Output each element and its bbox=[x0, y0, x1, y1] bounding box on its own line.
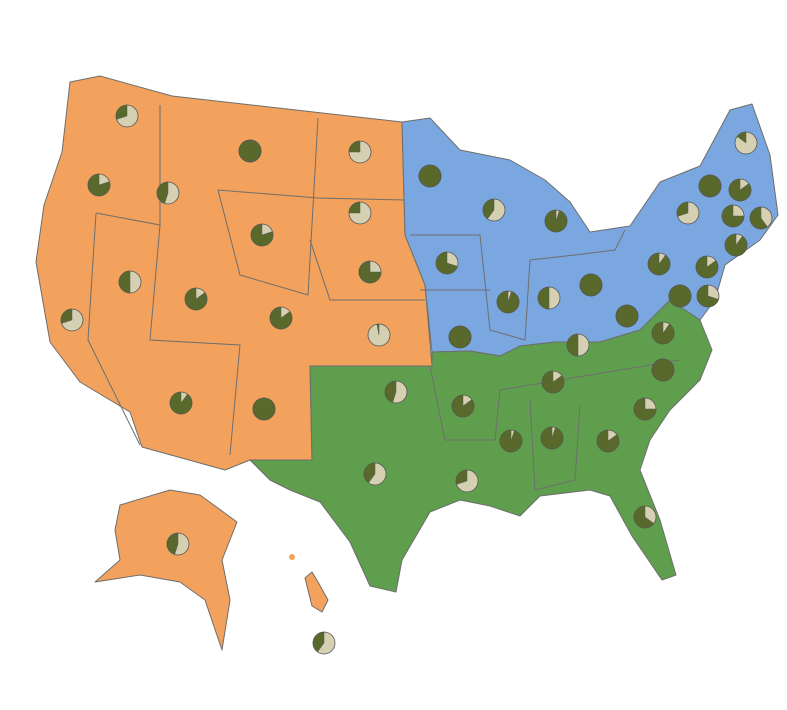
pie-slice bbox=[87, 173, 111, 197]
pie-slice bbox=[156, 181, 169, 204]
south-states bbox=[249, 299, 713, 593]
pie-slice bbox=[579, 273, 603, 297]
state-borders bbox=[87, 212, 141, 446]
pie-slice bbox=[348, 140, 361, 153]
pie-slice bbox=[596, 429, 620, 453]
hawaii-island bbox=[289, 554, 295, 560]
northeast-states bbox=[401, 103, 779, 357]
pie-slice bbox=[736, 131, 747, 144]
state-borders bbox=[217, 117, 406, 296]
pie-slice bbox=[169, 391, 193, 415]
pie-slice bbox=[435, 251, 458, 275]
pie-slice bbox=[566, 333, 579, 357]
south-region bbox=[249, 299, 713, 593]
pie-slice bbox=[118, 270, 131, 294]
pie-slice bbox=[647, 252, 671, 276]
pie-slice bbox=[695, 255, 719, 279]
pie-slice bbox=[269, 306, 293, 330]
state-borders bbox=[309, 239, 425, 301]
pie-slice bbox=[499, 429, 523, 453]
pie-slice bbox=[384, 380, 397, 403]
pie-slice bbox=[615, 304, 639, 328]
pie-layer bbox=[60, 104, 773, 655]
pie-slice bbox=[668, 284, 692, 308]
pie-slice bbox=[676, 201, 689, 217]
pie-slice bbox=[455, 469, 468, 485]
west-region bbox=[35, 75, 433, 651]
northeast-region bbox=[401, 103, 779, 357]
state-borders bbox=[310, 359, 681, 441]
pie-slice bbox=[184, 287, 208, 311]
pie-slice bbox=[724, 233, 748, 257]
pie-slice bbox=[651, 321, 675, 345]
pie-slice bbox=[749, 206, 768, 230]
state-borders bbox=[149, 224, 241, 456]
pie-slice bbox=[721, 204, 745, 228]
pie-slice bbox=[60, 308, 73, 324]
pie-slice bbox=[376, 323, 380, 336]
pie-slice bbox=[544, 209, 568, 233]
pie-slice bbox=[358, 260, 382, 284]
pie-slice bbox=[496, 290, 520, 314]
pie-slice bbox=[448, 325, 472, 349]
state-borders bbox=[410, 229, 626, 341]
alaska bbox=[94, 489, 238, 651]
hawaii bbox=[304, 571, 329, 613]
pie-slice bbox=[696, 284, 719, 308]
pie-slice bbox=[541, 370, 565, 394]
pie-slice bbox=[252, 397, 276, 421]
state-borders bbox=[529, 399, 581, 491]
pie-slice bbox=[540, 426, 564, 450]
pie-slice bbox=[238, 139, 262, 163]
pie-slice bbox=[698, 174, 722, 198]
pie-slice bbox=[633, 397, 657, 421]
pie-slice bbox=[537, 286, 550, 310]
pie-slice bbox=[728, 178, 752, 202]
pie-slice bbox=[312, 631, 325, 653]
pie-slice bbox=[348, 201, 361, 214]
pie-slice bbox=[418, 164, 442, 188]
pie-slice bbox=[115, 104, 128, 120]
pie-slice bbox=[633, 505, 655, 529]
pie-slice bbox=[651, 358, 675, 382]
pie-slice bbox=[250, 223, 274, 247]
pie-slice bbox=[482, 198, 495, 220]
pie-slice bbox=[363, 462, 376, 484]
pie-slice bbox=[451, 394, 475, 418]
pie-slice bbox=[166, 532, 179, 555]
